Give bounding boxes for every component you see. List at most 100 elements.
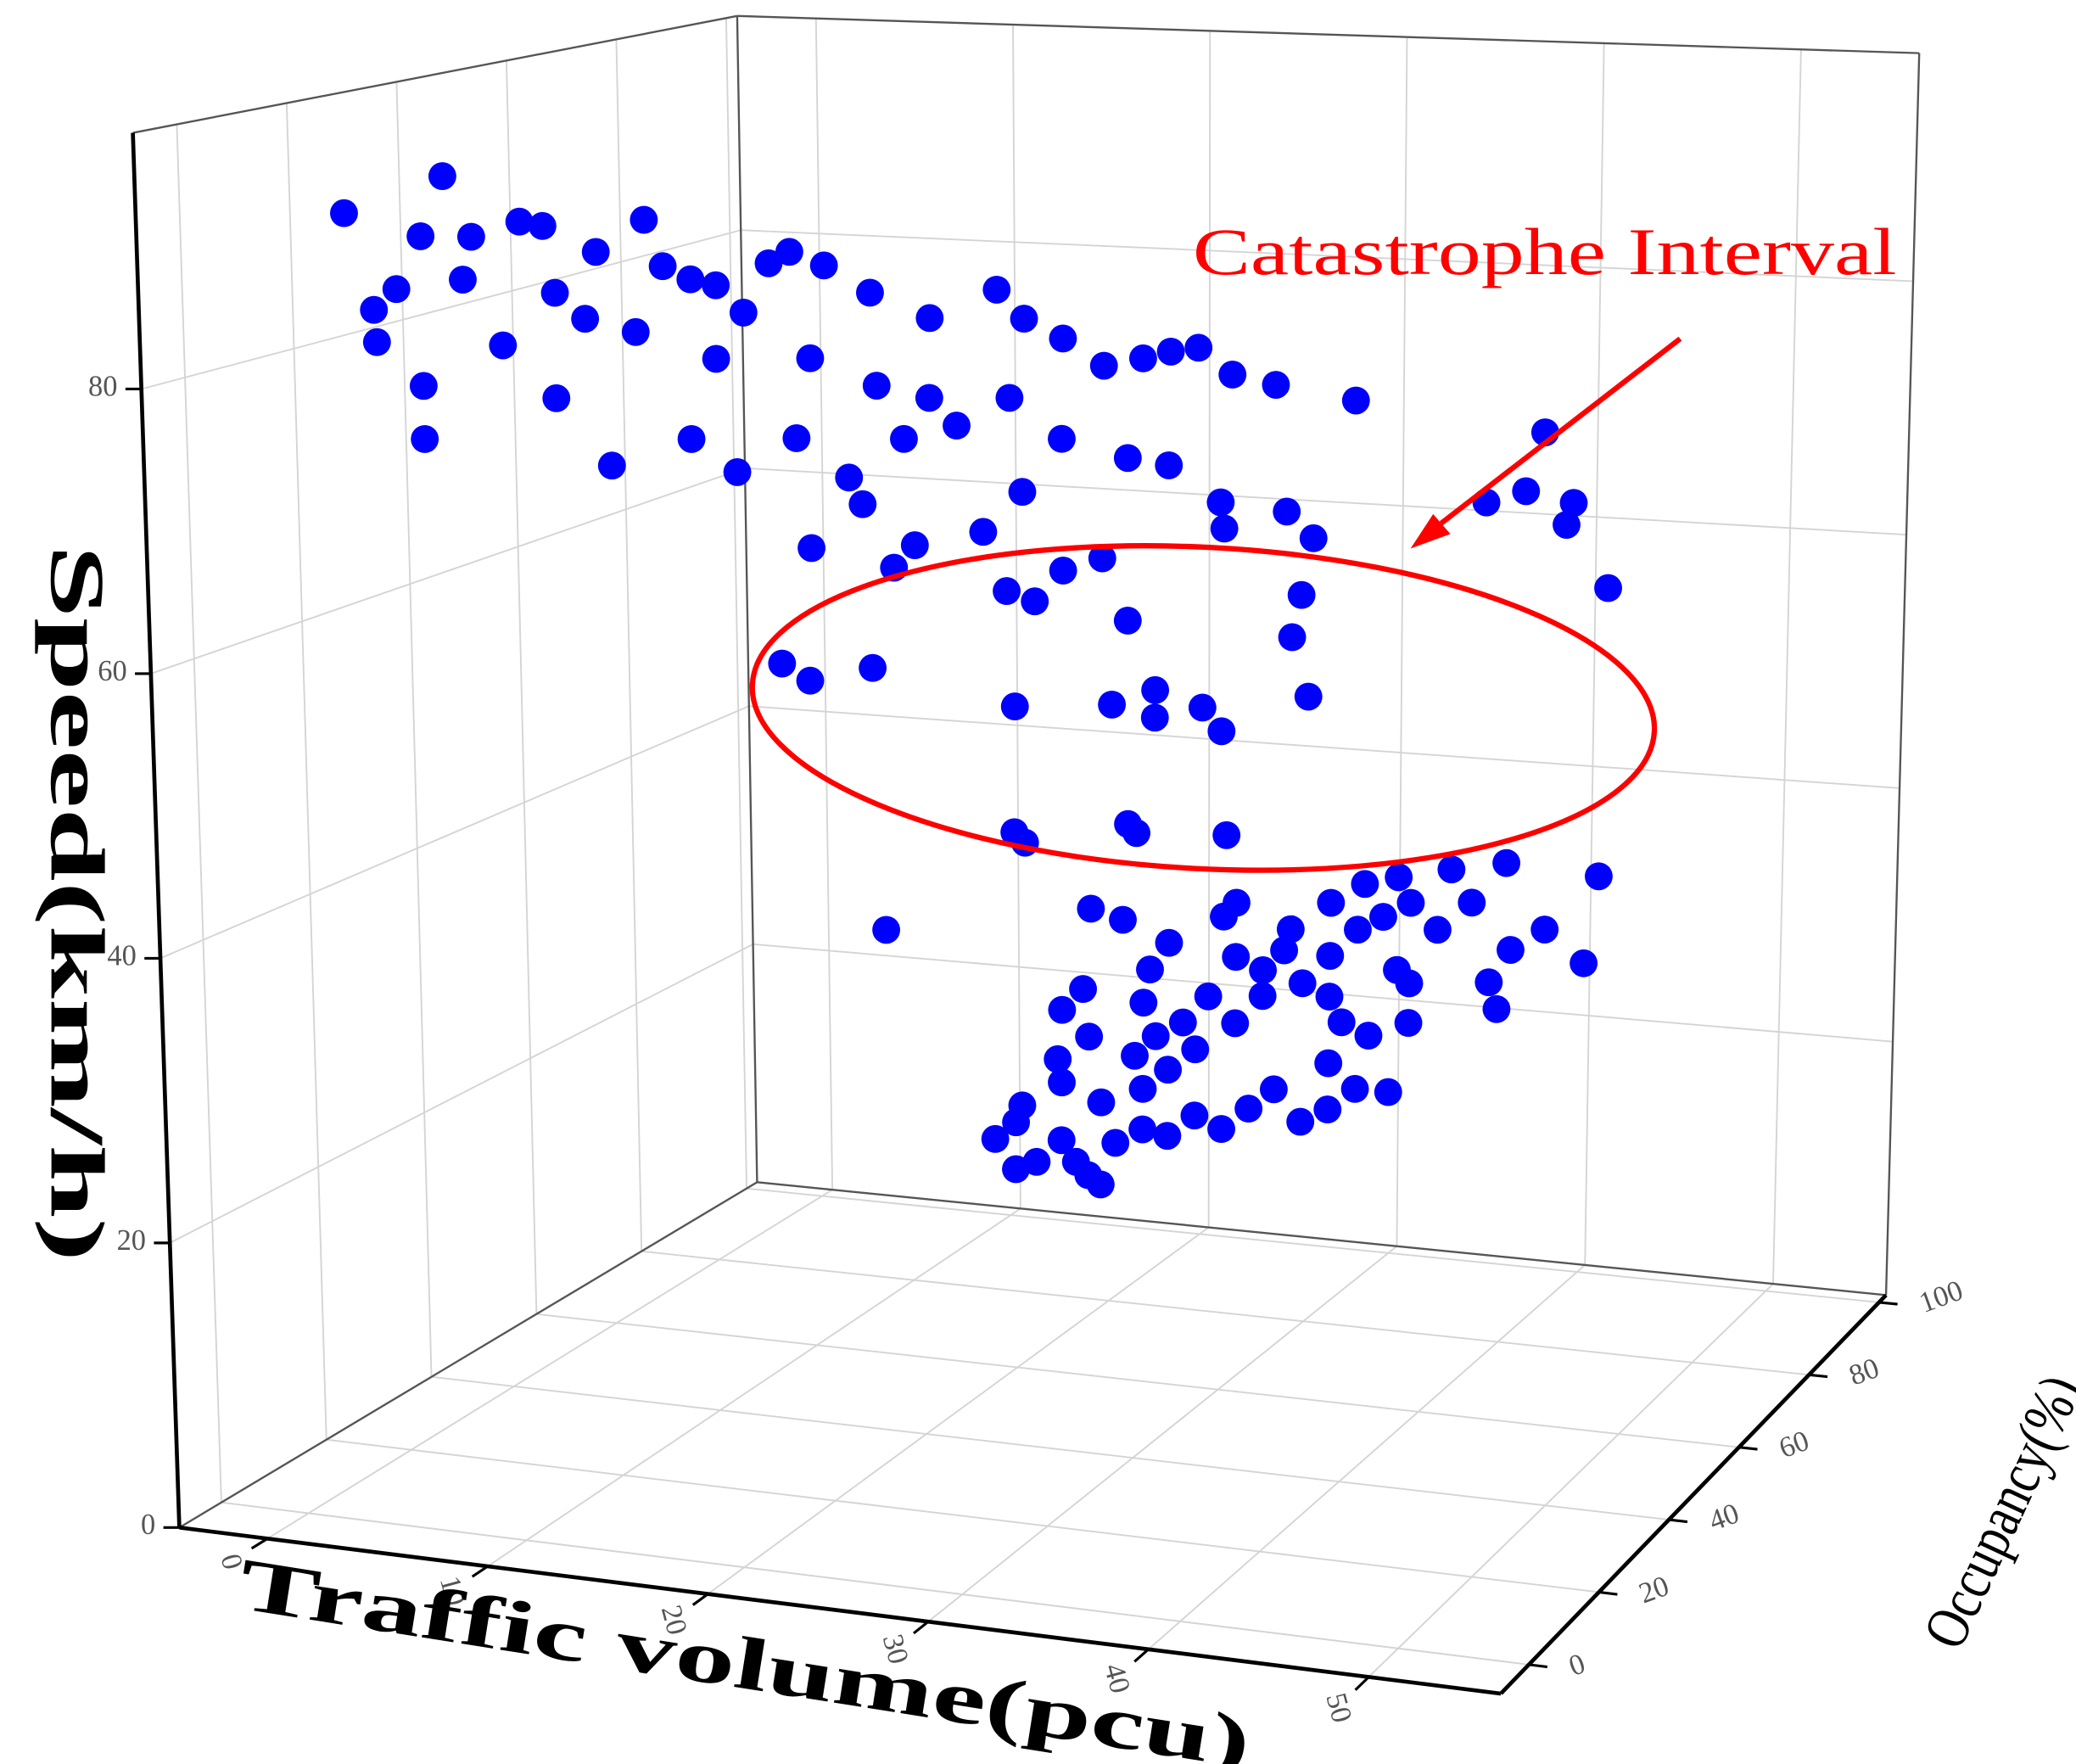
point: [723, 457, 752, 486]
y-tick-label: 20: [1635, 1570, 1673, 1610]
point: [621, 317, 650, 346]
point: [542, 384, 571, 412]
points: [330, 162, 1622, 1199]
point: [890, 424, 918, 453]
point: [1437, 855, 1466, 884]
point: [1089, 351, 1118, 380]
point: [1530, 916, 1559, 944]
point: [1218, 361, 1247, 389]
grid-line: [744, 467, 1907, 536]
grid-line: [746, 1187, 1879, 1303]
grid-line: [641, 1250, 1810, 1376]
point: [855, 278, 884, 307]
point: [1395, 969, 1424, 998]
grid-line: [748, 705, 1900, 789]
x-tick-label: 50: [1319, 1689, 1358, 1726]
point: [859, 653, 887, 682]
point: [702, 271, 730, 300]
grid-line: [536, 1313, 1739, 1448]
point: [1087, 1088, 1116, 1117]
point: [1168, 1008, 1197, 1037]
point: [1021, 587, 1049, 616]
grid-line: [1012, 25, 1021, 1209]
point: [456, 222, 485, 251]
point: [1354, 1022, 1383, 1050]
point: [1101, 1128, 1130, 1157]
point: [1512, 477, 1541, 506]
point: [1008, 1091, 1037, 1120]
point: [1129, 988, 1158, 1017]
point: [1154, 1056, 1183, 1084]
box-edge: [132, 14, 738, 134]
grid-line: [141, 229, 741, 390]
point: [1141, 1022, 1170, 1050]
z-tick-label: 60: [98, 655, 126, 687]
y-tick-label: 40: [1704, 1497, 1743, 1537]
point: [360, 295, 389, 324]
z-tick-label: 0: [141, 1509, 155, 1541]
point: [1155, 451, 1183, 479]
point: [1194, 982, 1223, 1011]
point: [796, 666, 825, 695]
point: [1206, 488, 1235, 517]
point: [1010, 305, 1038, 333]
point: [1155, 928, 1183, 957]
point: [1385, 863, 1413, 892]
point: [1594, 574, 1622, 602]
point: [581, 238, 610, 266]
point: [796, 344, 825, 372]
point: [1287, 580, 1316, 609]
point: [1086, 1170, 1115, 1199]
box-edge: [178, 1181, 758, 1529]
grid-line: [927, 1245, 1398, 1622]
point: [1098, 690, 1127, 719]
grid-line: [741, 229, 1914, 283]
point: [1077, 894, 1105, 923]
y-tick: [1809, 1373, 1828, 1379]
point: [1048, 424, 1076, 453]
y-tick: [1738, 1446, 1758, 1451]
y-axis-title: Occupancy(%): [1910, 1365, 2076, 1659]
point: [449, 266, 477, 294]
point: [1317, 888, 1346, 917]
grid-line: [285, 103, 327, 1440]
point: [1181, 1035, 1210, 1064]
grid-line: [1368, 1283, 1774, 1678]
point: [872, 916, 901, 944]
point: [1128, 1074, 1157, 1103]
point: [1294, 682, 1323, 711]
point: [1048, 1068, 1076, 1097]
point: [915, 304, 944, 333]
grid-line: [615, 39, 643, 1252]
point: [1273, 497, 1301, 526]
box-edge: [1884, 53, 1921, 1296]
point: [1553, 511, 1581, 539]
point: [768, 649, 797, 678]
point: [1010, 828, 1039, 857]
y-tick: [1598, 1590, 1618, 1596]
point: [505, 207, 534, 236]
annotation-arrow: [1439, 336, 1682, 526]
point: [1128, 344, 1157, 372]
x-axis-line: [179, 1526, 1502, 1696]
grid-line: [506, 60, 538, 1314]
point: [1396, 888, 1425, 917]
z-tick-label: 40: [107, 939, 136, 972]
point: [1207, 1115, 1235, 1144]
grid-line: [725, 18, 747, 1189]
point: [1049, 557, 1077, 585]
point: [1180, 1101, 1209, 1130]
point: [981, 1124, 1010, 1153]
y-tick: [1528, 1663, 1548, 1669]
y-tick-label: 60: [1775, 1425, 1813, 1464]
point: [729, 298, 758, 327]
point: [1482, 994, 1511, 1023]
point: [1207, 717, 1236, 746]
grid-line: [395, 81, 433, 1377]
point: [1394, 1009, 1423, 1038]
grid-line: [266, 1189, 833, 1540]
grid-line: [150, 467, 746, 675]
point: [754, 249, 783, 277]
